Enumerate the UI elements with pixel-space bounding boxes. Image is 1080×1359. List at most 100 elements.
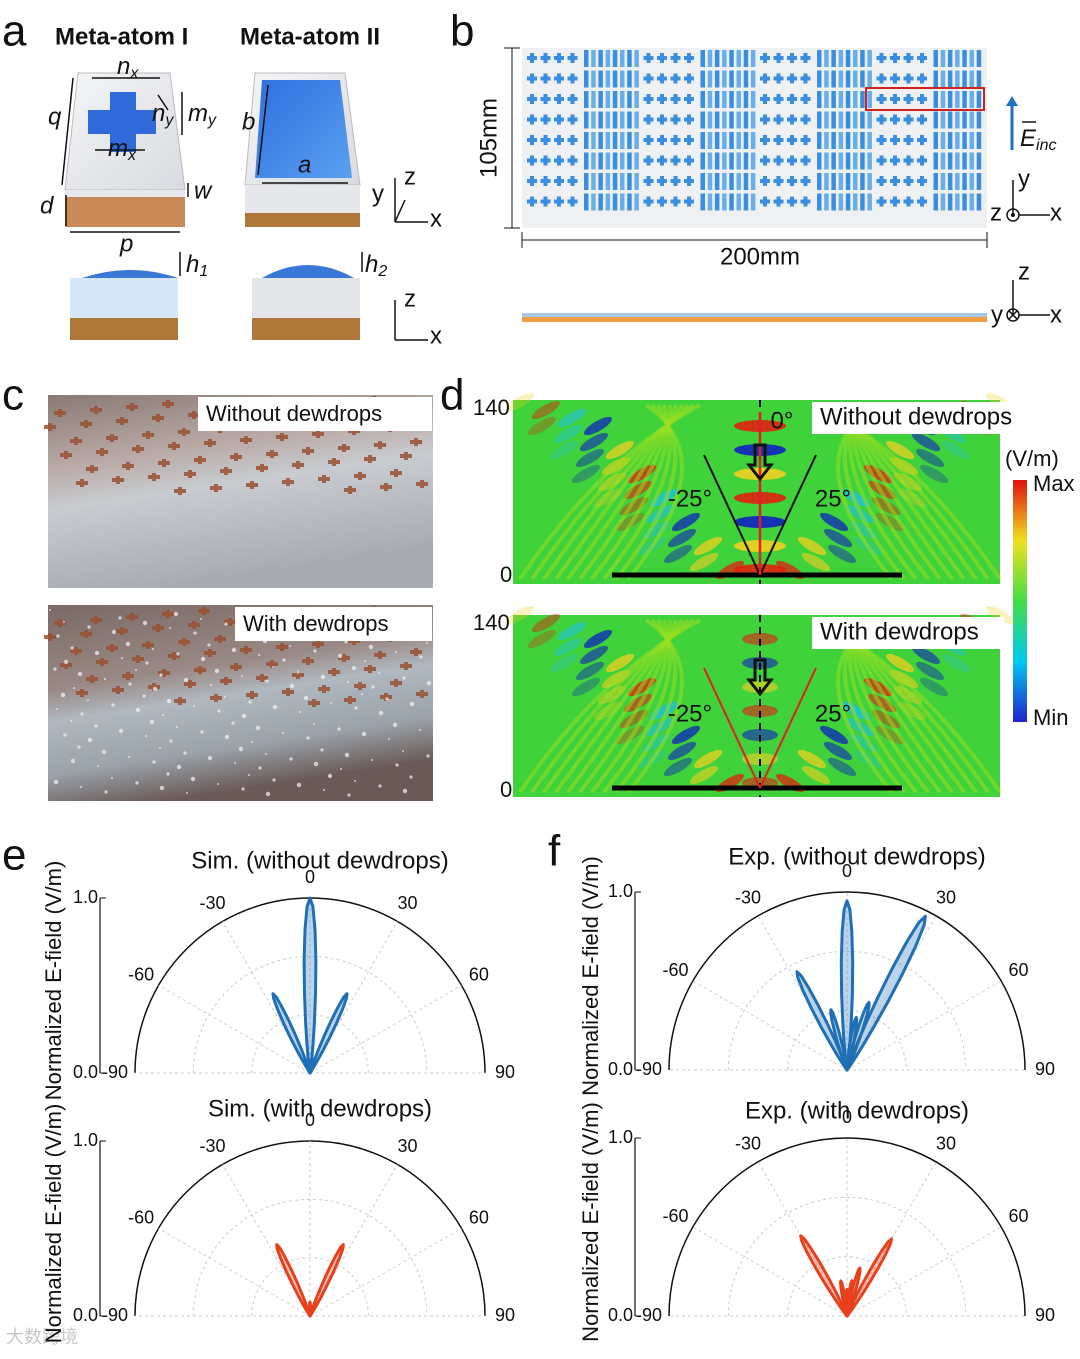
bar-cell	[867, 193, 872, 211]
copper-cross	[266, 450, 278, 458]
dew	[70, 720, 72, 722]
bar-cell	[962, 132, 967, 149]
bar-cell	[824, 70, 829, 88]
cross-cell	[554, 94, 564, 104]
dim-main: m	[108, 135, 128, 162]
polar-plot: e Sim. (without dewdrops) Normalized E-fie…	[2, 831, 515, 1101]
angle-tick-label: -90	[636, 1305, 662, 1325]
bar-cell	[867, 111, 872, 129]
field-band	[985, 605, 1015, 625]
copper-cross	[400, 662, 412, 670]
polar-plot: Sim. (with dewdrops) Normalized E-field (…	[41, 1095, 515, 1343]
bar-cell	[700, 152, 705, 170]
bar-cell	[824, 111, 829, 129]
bar-cell	[933, 91, 938, 108]
dew	[255, 725, 261, 731]
label-box	[812, 402, 1044, 434]
bar-cell	[714, 70, 720, 88]
panel-letter: f	[548, 827, 561, 876]
bar-cell	[853, 193, 858, 211]
dew	[303, 695, 309, 701]
bar-cell	[620, 111, 625, 129]
map-label: With dewdrops	[820, 618, 979, 645]
field-band	[801, 552, 831, 572]
dew	[320, 674, 326, 680]
cross-cell	[567, 135, 578, 145]
cross-cell	[657, 176, 667, 186]
field-arrow-head	[1006, 96, 1018, 106]
bar-cell	[743, 91, 749, 108]
bar-cell	[867, 173, 872, 190]
dew	[70, 758, 76, 764]
bar-cell	[707, 173, 713, 190]
cross-cell	[527, 155, 537, 166]
cross-cell	[540, 53, 551, 63]
dew	[173, 611, 179, 617]
bar-cell	[838, 152, 844, 170]
dim-label: h1	[186, 251, 208, 280]
dew	[296, 670, 300, 674]
colorbar	[1013, 480, 1027, 722]
cross-cell	[540, 196, 551, 207]
axis-label: y	[372, 180, 384, 207]
cross-cell	[684, 73, 694, 84]
bar-cell	[845, 50, 851, 67]
bar-cell	[605, 111, 611, 129]
bar-cell	[838, 50, 844, 67]
angle-tick-label: 60	[1008, 960, 1028, 980]
axis-label: z	[404, 285, 416, 312]
bar-cell	[933, 132, 938, 149]
cross-cell	[890, 114, 900, 125]
bar-cell	[962, 111, 967, 129]
bar-cell	[962, 173, 967, 190]
dew	[145, 735, 147, 737]
bar-cell	[838, 91, 844, 108]
dew	[70, 646, 74, 650]
dew	[207, 755, 213, 761]
dew	[409, 701, 415, 707]
bar-cell	[969, 173, 974, 190]
cross-cell	[554, 114, 564, 125]
copper-cross	[374, 651, 386, 659]
copper-cross	[198, 607, 210, 615]
dim-label: w	[194, 177, 213, 204]
field-band	[667, 741, 697, 761]
copper-cross	[112, 476, 124, 484]
dew	[111, 703, 115, 707]
cross-cell	[800, 135, 811, 145]
copper-cross	[162, 610, 174, 618]
bar-cell	[584, 70, 589, 88]
drop	[262, 265, 354, 278]
copper-cross	[204, 439, 216, 447]
bar-cell	[853, 91, 858, 108]
dew	[49, 609, 51, 611]
angle-tick-label: 0	[842, 1107, 852, 1127]
angle-tick-label: -90	[102, 1305, 128, 1325]
cross-cell	[554, 73, 564, 84]
copper-cross	[188, 411, 200, 419]
bar-cell	[750, 193, 756, 211]
angle-tick-label: -60	[663, 1206, 689, 1226]
grid-spoke	[309, 1164, 398, 1317]
dew	[80, 712, 84, 716]
bar-cell	[860, 91, 865, 108]
bar-cell	[598, 152, 603, 170]
bar-cell	[584, 193, 589, 211]
bar-cell	[612, 91, 618, 108]
bar-cell	[743, 193, 749, 211]
dew	[53, 779, 59, 785]
cross-cell	[657, 155, 667, 166]
copper-cross	[292, 671, 304, 679]
cross-cell	[903, 155, 914, 166]
bar-cell	[620, 193, 625, 211]
bar-cell	[853, 111, 858, 129]
copper-cross	[354, 472, 366, 480]
copper-cross	[60, 451, 72, 459]
copper-cross	[410, 438, 422, 446]
bar-cell	[969, 111, 974, 129]
field-band	[549, 653, 579, 673]
cross-cell	[787, 196, 797, 207]
cross-cell	[800, 176, 811, 186]
dew	[258, 766, 262, 770]
dew	[340, 768, 342, 770]
